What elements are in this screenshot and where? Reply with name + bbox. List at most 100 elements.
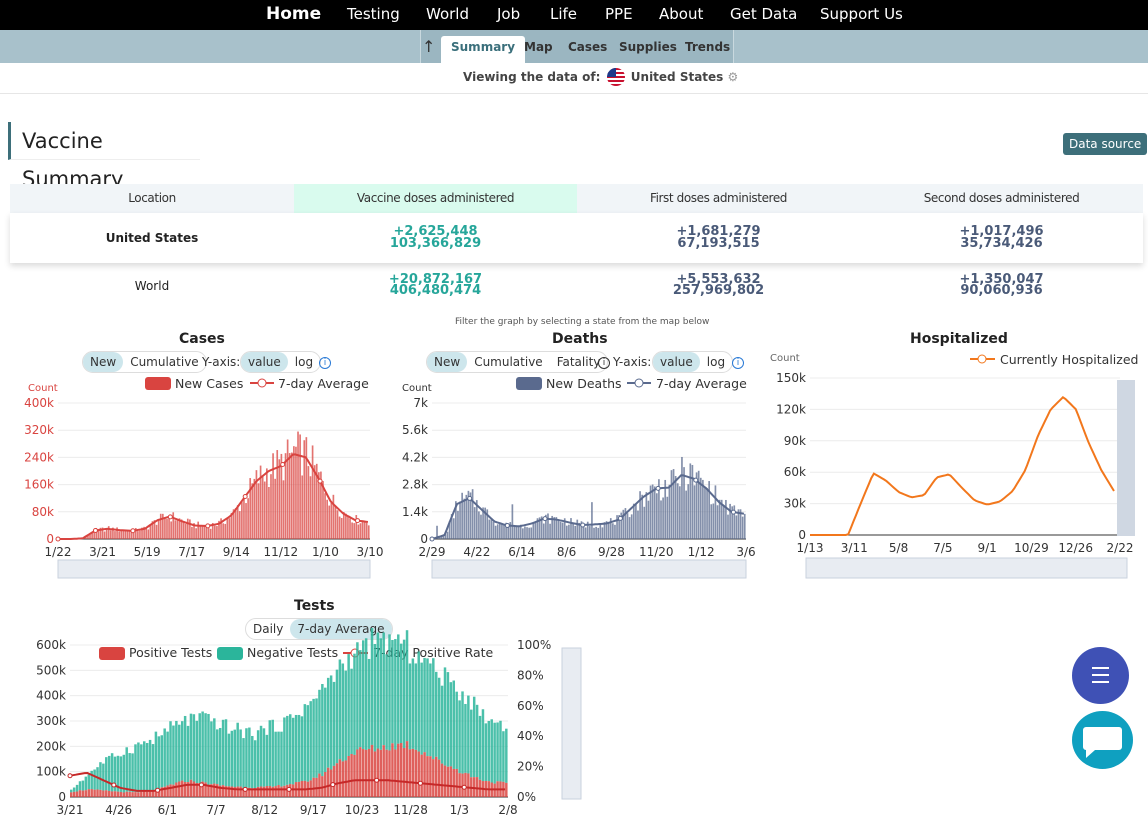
deaths-cumulative-button[interactable]: Cumulative (474, 355, 543, 369)
arrow-up-icon[interactable]: ↑ (422, 37, 436, 56)
nav-job[interactable]: Job (497, 5, 521, 23)
deaths-bar (679, 486, 681, 539)
deaths-bar (578, 522, 581, 539)
tests-negative-bar (192, 714, 196, 782)
nav-get-data[interactable]: Get Data (730, 5, 798, 23)
tests-positive-bar (391, 743, 394, 797)
tests-negative-bar (107, 755, 111, 791)
viewing-selector[interactable]: Viewing the data of: United States ⚙ (463, 68, 738, 86)
header-location[interactable]: Location (128, 191, 176, 205)
cases-bar (251, 483, 254, 539)
tab-cases[interactable]: Cases (568, 40, 608, 54)
deaths-log-button[interactable]: log (706, 355, 726, 369)
tests-positive-bar (253, 787, 257, 797)
doses-new: +20,872,167 (388, 272, 483, 287)
deaths-bar (670, 470, 673, 539)
chat-button[interactable] (1072, 711, 1133, 769)
nav-testing[interactable]: Testing (347, 5, 400, 23)
cases-log-button[interactable]: log (294, 355, 314, 369)
deaths-bar (597, 527, 600, 539)
tab-trends[interactable]: Trends (685, 40, 731, 54)
cases-bar (326, 499, 328, 539)
deaths-bar (607, 522, 610, 539)
tests-positive-bar (388, 750, 391, 797)
deaths-bar (683, 467, 685, 539)
table-row-us[interactable]: United States +2,625,448 103,366,829 +1,… (10, 213, 1143, 263)
tests-negative-bar (326, 677, 330, 768)
nav-life[interactable]: Life (550, 5, 578, 23)
nav-support-us[interactable]: Support Us (820, 5, 903, 23)
tests-legend-swatch-negative (217, 647, 243, 660)
data-source-button[interactable]: Data source (1063, 133, 1148, 155)
cases-bar (193, 523, 195, 539)
info-icon[interactable]: i (319, 357, 331, 369)
tests-positive-bar (210, 784, 213, 797)
header-first-doses[interactable]: First doses administered (649, 191, 788, 205)
cases-avg-point (205, 523, 211, 529)
deaths-value-button[interactable]: value (653, 352, 700, 372)
tests-y2tick: 100% (517, 638, 551, 652)
tests-negative-bar (72, 787, 76, 792)
tab-supplies[interactable]: Supplies (619, 40, 677, 54)
cases-cumulative-button[interactable]: Cumulative (130, 355, 199, 369)
deaths-bar (660, 500, 662, 539)
nav-ppe[interactable]: PPE (605, 5, 633, 23)
tests-xtick: 10/23 (345, 803, 380, 815)
tests-positive-bar (189, 779, 193, 797)
cases-bar (103, 531, 106, 539)
menu-button[interactable] (1072, 647, 1129, 704)
fatality-info-icon[interactable]: i (598, 357, 610, 369)
header-second-doses[interactable]: Second doses administered (923, 191, 1080, 205)
tests-daily-button[interactable]: Daily (253, 622, 284, 636)
tests-negative-bar (259, 725, 263, 787)
tests-negative-bar (505, 728, 508, 783)
nav-about[interactable]: About (659, 5, 704, 23)
nav-home[interactable]: Home (266, 4, 322, 24)
tab-summary[interactable]: Summary (441, 36, 526, 63)
tests-positive-bar (414, 749, 418, 797)
tests-negative-bar (359, 650, 362, 748)
tests-positive-bar (505, 782, 508, 797)
deaths-legend-marker (634, 378, 644, 388)
deaths-bar (450, 514, 453, 539)
cases-bar (263, 481, 266, 539)
tests-negative-bar (502, 731, 505, 782)
header-doses[interactable]: Vaccine doses administered (294, 184, 577, 213)
cases-bar (207, 525, 210, 539)
nav-world[interactable]: World (426, 5, 469, 23)
tests-negative-bar (344, 670, 347, 761)
tests-positive-bar (72, 791, 76, 797)
hosp-xtick: 9/1 (977, 541, 996, 555)
cases-new-button[interactable]: New (83, 352, 124, 372)
tests-negative-bar (385, 654, 388, 750)
deaths-bar (735, 515, 738, 539)
deaths-bar (524, 526, 526, 539)
deaths-fatality-button[interactable]: Fatality (556, 355, 601, 369)
tests-negative-bar (332, 681, 336, 766)
tab-map[interactable]: Map (524, 40, 553, 54)
cases-value-button[interactable]: value (241, 352, 288, 372)
cases-bar (182, 521, 185, 539)
cases-bar (236, 505, 239, 539)
tests-7day-button[interactable]: 7-day Average (290, 619, 392, 639)
deaths-bar (616, 515, 618, 539)
tests-positive-bar (429, 756, 432, 797)
tests-negative-bar (335, 669, 339, 764)
tests-positive-bar (166, 785, 169, 797)
tests-positive-bar (93, 789, 96, 797)
cases-xtick: 1/22 (45, 545, 72, 559)
tests-positive-bar (157, 788, 161, 797)
table-row-world[interactable]: World +20,872,167 406,480,474 +5,553,632… (10, 263, 1143, 299)
gear-icon[interactable]: ⚙ (727, 70, 739, 84)
tests-positive-bar (163, 786, 166, 797)
info-icon[interactable]: i (732, 357, 744, 369)
deaths-new-button[interactable]: New (427, 352, 468, 372)
tests-negative-bar (186, 725, 190, 783)
tests-xtick: 9/17 (300, 803, 327, 815)
deaths-bar (651, 484, 654, 539)
top-nav: Home Testing World Job Life PPE About Ge… (0, 0, 1148, 30)
tests-positive-bar (256, 786, 260, 797)
hosp-xtick: 5/8 (889, 541, 908, 555)
tests-negative-bar (265, 734, 269, 787)
tests-positive-bar (350, 753, 353, 797)
